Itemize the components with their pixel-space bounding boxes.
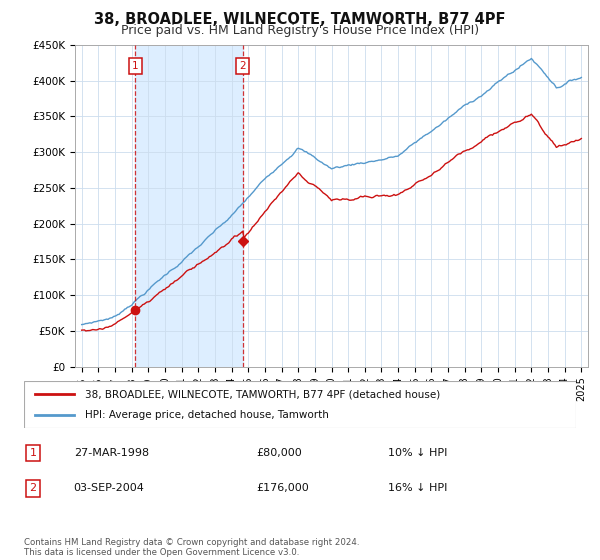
- Text: HPI: Average price, detached house, Tamworth: HPI: Average price, detached house, Tamw…: [85, 410, 329, 420]
- Text: 27-MAR-1998: 27-MAR-1998: [74, 448, 149, 458]
- Text: 38, BROADLEE, WILNECOTE, TAMWORTH, B77 4PF: 38, BROADLEE, WILNECOTE, TAMWORTH, B77 4…: [94, 12, 506, 27]
- FancyBboxPatch shape: [24, 381, 576, 428]
- Text: 10% ↓ HPI: 10% ↓ HPI: [388, 448, 448, 458]
- Text: 2: 2: [239, 61, 246, 71]
- Text: Price paid vs. HM Land Registry's House Price Index (HPI): Price paid vs. HM Land Registry's House …: [121, 24, 479, 37]
- Text: Contains HM Land Registry data © Crown copyright and database right 2024.
This d: Contains HM Land Registry data © Crown c…: [24, 538, 359, 557]
- Text: £176,000: £176,000: [256, 483, 308, 493]
- Text: 1: 1: [29, 448, 37, 458]
- Text: 03-SEP-2004: 03-SEP-2004: [74, 483, 145, 493]
- Text: 2: 2: [29, 483, 37, 493]
- Text: 38, BROADLEE, WILNECOTE, TAMWORTH, B77 4PF (detached house): 38, BROADLEE, WILNECOTE, TAMWORTH, B77 4…: [85, 389, 440, 399]
- Text: 1: 1: [132, 61, 139, 71]
- Bar: [136, 45, 243, 367]
- Text: 16% ↓ HPI: 16% ↓ HPI: [388, 483, 448, 493]
- Text: £80,000: £80,000: [256, 448, 302, 458]
